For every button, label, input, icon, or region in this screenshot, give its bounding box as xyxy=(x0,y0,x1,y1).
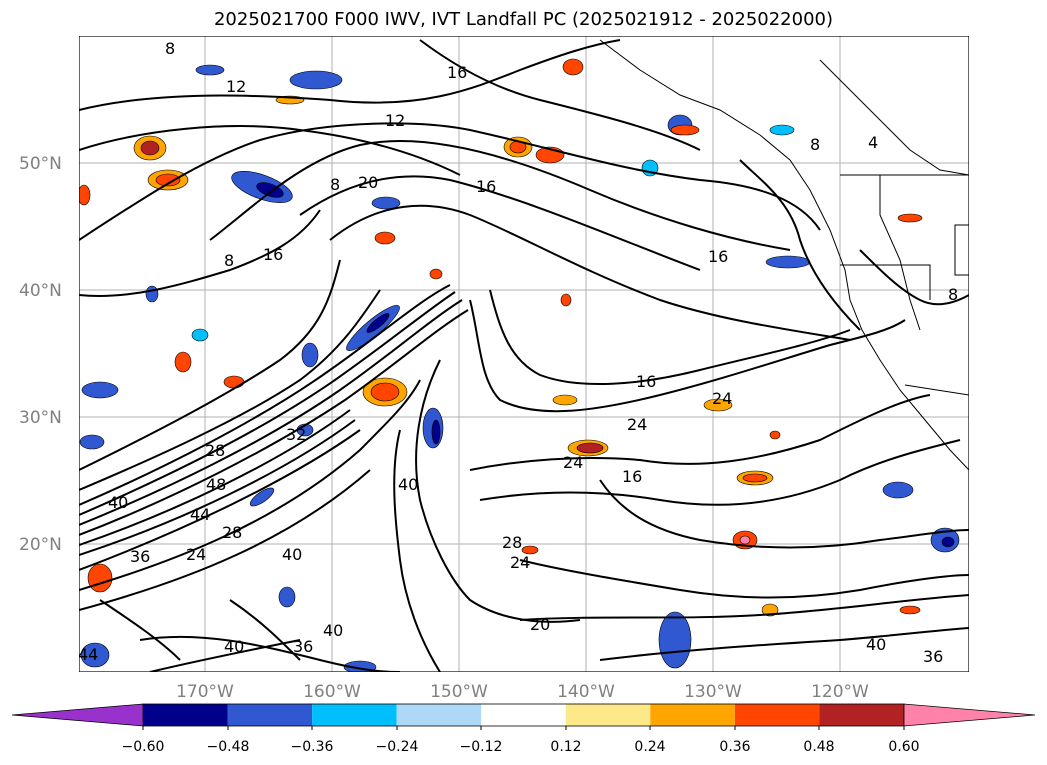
contour-label: 8 xyxy=(810,135,820,154)
border-state-2 xyxy=(840,264,931,300)
colorbar-label: −0.24 xyxy=(376,739,419,755)
colorbar-label: 0.48 xyxy=(803,739,834,755)
contour-labels: 8 12 16 12 20 16 8 16 16 8 4 8 16 24 24 … xyxy=(78,39,958,666)
contour-label: 20 xyxy=(358,173,378,192)
colorbar-cell xyxy=(312,704,397,726)
lat-label-30: 30°N xyxy=(19,408,62,428)
colorbar-under-arrow xyxy=(11,703,144,727)
contour-label: 40 xyxy=(323,621,343,640)
contour-label: 40 xyxy=(866,635,886,654)
colorbar-label: −0.36 xyxy=(291,739,334,755)
contour-label: 36 xyxy=(923,647,943,666)
colorbar-cell xyxy=(481,704,566,726)
contour-label: 44 xyxy=(78,645,98,664)
border-us-mexico xyxy=(904,384,969,396)
lat-label-50: 50°N xyxy=(19,154,62,174)
colorbar-cell xyxy=(396,704,482,726)
contour-label: 36 xyxy=(130,547,150,566)
contour-label: 40 xyxy=(224,637,244,656)
contour-label: 24 xyxy=(186,545,206,564)
contour-label: 8 xyxy=(165,39,175,58)
contour-label: 16 xyxy=(622,467,642,486)
colorbar-label: −0.48 xyxy=(207,739,250,755)
lon-label-120: 120°W xyxy=(811,682,869,702)
lon-label-130: 130°W xyxy=(684,682,742,702)
map-background xyxy=(79,36,969,672)
colorbar-label: 0.12 xyxy=(550,739,581,755)
contour-label: 24 xyxy=(627,415,647,434)
contour-label: 8 xyxy=(330,175,340,194)
graticule xyxy=(79,36,969,672)
colorbar-cell xyxy=(734,704,820,726)
latitude-labels: 50°N 40°N 30°N 20°N xyxy=(19,154,62,555)
lon-label-170: 170°W xyxy=(176,682,234,702)
map-plot-area: 8 12 16 12 20 16 8 16 16 8 4 8 16 24 24 … xyxy=(78,36,969,672)
coastline-canada xyxy=(819,59,969,176)
contour-label: 20 xyxy=(530,615,550,634)
iwv-contours xyxy=(79,39,969,672)
lon-label-150: 150°W xyxy=(430,682,488,702)
contour-label: 48 xyxy=(206,475,226,494)
contour-label: 12 xyxy=(226,77,246,96)
lon-label-140: 140°W xyxy=(557,682,615,702)
contour-label: 24 xyxy=(510,553,530,572)
coastlines xyxy=(599,39,969,471)
lat-label-20: 20°N xyxy=(19,535,62,555)
longitude-labels: 170°W 160°W 150°W 140°W 130°W 120°W xyxy=(176,682,869,702)
colorbar-label: 0.60 xyxy=(888,739,919,755)
contour-label: 36 xyxy=(293,637,313,656)
colorbar-cell xyxy=(227,704,313,726)
border-state-3 xyxy=(954,224,969,276)
contour-label: 4 xyxy=(868,133,878,152)
contour-label: 8 xyxy=(948,285,958,304)
contour-label: 28 xyxy=(205,441,225,460)
colorbar-tick-marks xyxy=(142,726,905,730)
contour-label: 28 xyxy=(222,523,242,542)
contour-label: 16 xyxy=(476,177,496,196)
colorbar-over-arrow xyxy=(903,703,1036,727)
colorbar-label: 0.36 xyxy=(719,739,750,755)
border-state-1 xyxy=(879,175,921,331)
lat-label-40: 40°N xyxy=(19,281,62,301)
contour-label: 12 xyxy=(385,111,405,130)
coastline-west-america xyxy=(599,39,969,471)
contour-label: 40 xyxy=(108,493,128,512)
contour-label: 40 xyxy=(282,545,302,564)
contour-label: 16 xyxy=(636,372,656,391)
contour-label: 40 xyxy=(398,475,418,494)
colorbar-label: −0.12 xyxy=(460,739,503,755)
contour-label: 8 xyxy=(224,251,234,270)
colorbar-cell xyxy=(650,704,735,726)
contour-label: 16 xyxy=(263,245,283,264)
colorbar-label: −0.60 xyxy=(122,739,165,755)
contour-label: 32 xyxy=(286,425,306,444)
contour-label: 16 xyxy=(708,247,728,266)
contour-label: 24 xyxy=(712,389,732,408)
contour-label: 24 xyxy=(563,453,583,472)
map-title: 2025021700 F000 IWV, IVT Landfall PC (20… xyxy=(213,9,834,30)
lon-label-160: 160°W xyxy=(303,682,361,702)
contour-label: 28 xyxy=(502,533,522,552)
contour-label: 44 xyxy=(190,505,210,524)
colorbar-cells xyxy=(142,703,905,727)
colorbar-cell xyxy=(565,704,651,726)
colorbar-cell xyxy=(819,704,904,726)
colorbar-cell xyxy=(143,704,228,726)
colorbar-label: 0.24 xyxy=(634,739,665,755)
contour-label: 16 xyxy=(447,63,467,82)
colorbar: −0.60 −0.48 −0.36 −0.24 −0.12 0.12 0.24 … xyxy=(11,703,1036,755)
